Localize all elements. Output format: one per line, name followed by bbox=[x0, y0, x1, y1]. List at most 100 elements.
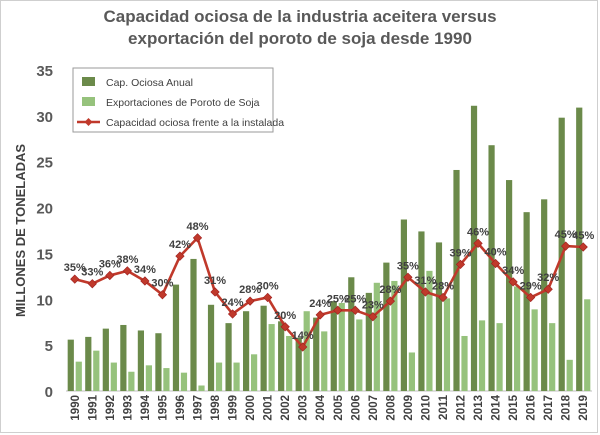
chart-title-line-1: Capacidad ociosa de la industria aceiter… bbox=[103, 7, 497, 26]
x-tick-label: 2013 bbox=[473, 395, 485, 421]
y-tick-label: 0 bbox=[45, 384, 53, 401]
y-tick-label: 30 bbox=[36, 109, 53, 126]
bar-cap-ociosa bbox=[330, 301, 337, 391]
line-point bbox=[70, 274, 80, 284]
y-tick-label: 5 bbox=[45, 338, 53, 355]
bar-exportaciones bbox=[338, 302, 345, 391]
x-tick-label: 1990 bbox=[70, 395, 82, 421]
bar-exportaciones bbox=[215, 362, 223, 391]
chart-title-line-2: exportación del poroto de soja desde 199… bbox=[128, 29, 472, 48]
bar-cap-ociosa bbox=[365, 292, 372, 391]
bar-exportaciones bbox=[93, 350, 100, 391]
x-tick-label: 2018 bbox=[561, 394, 573, 420]
bar-cap-ociosa bbox=[172, 284, 180, 391]
line-point bbox=[543, 284, 553, 294]
bar-exportaciones bbox=[321, 331, 328, 391]
bar-exportaciones bbox=[233, 362, 240, 391]
data-label: 30% bbox=[151, 278, 173, 290]
bar-exportaciones bbox=[496, 323, 503, 391]
data-label: 32% bbox=[537, 272, 559, 284]
bar-cap-ociosa bbox=[85, 336, 92, 391]
y-tick-label: 10 bbox=[36, 292, 53, 309]
bar-cap-ociosa bbox=[120, 324, 127, 391]
x-tick-label: 1994 bbox=[140, 394, 152, 420]
y-axis-title: MILLONES DE TONELADAS bbox=[13, 144, 28, 317]
data-label: 35% bbox=[397, 260, 419, 272]
bar-cap-ociosa bbox=[418, 231, 425, 391]
x-tick-label: 2000 bbox=[245, 395, 257, 421]
x-tick-label: 2011 bbox=[438, 394, 450, 420]
bar-exportaciones bbox=[391, 280, 398, 391]
data-label: 36% bbox=[99, 258, 121, 270]
bar-exportaciones bbox=[356, 319, 363, 391]
line-point bbox=[490, 258, 501, 269]
x-tick-label: 2017 bbox=[543, 395, 555, 421]
line-point bbox=[210, 287, 220, 297]
line-point bbox=[315, 310, 325, 320]
bar-cap-ociosa bbox=[506, 180, 513, 391]
x-tick-label: 1995 bbox=[157, 394, 169, 420]
x-tick-label: 1998 bbox=[210, 394, 222, 420]
data-label: 31% bbox=[204, 275, 226, 287]
bar-exportaciones bbox=[461, 335, 468, 391]
data-label: 42% bbox=[169, 239, 191, 251]
bar-exportaciones bbox=[180, 372, 188, 391]
bar-cap-ociosa bbox=[488, 145, 495, 391]
x-tick-label: 1999 bbox=[228, 395, 240, 421]
data-label: 40% bbox=[485, 247, 507, 259]
bar-cap-ociosa bbox=[260, 305, 267, 391]
line-point bbox=[192, 233, 203, 243]
legend-label: Capacidad ociosa frente a la instalada bbox=[106, 117, 284, 129]
y-tick-label: 25 bbox=[36, 155, 53, 172]
x-tick-label: 2016 bbox=[526, 395, 538, 421]
bar-exportaciones bbox=[303, 311, 310, 391]
data-label: 48% bbox=[186, 221, 208, 233]
bar-cap-ociosa bbox=[225, 323, 232, 391]
bar-exportaciones bbox=[443, 298, 451, 391]
x-tick-label: 2005 bbox=[333, 394, 345, 420]
line-point bbox=[455, 259, 466, 270]
bar-exportaciones bbox=[110, 362, 117, 391]
line-point bbox=[508, 277, 518, 287]
data-label: 33% bbox=[81, 267, 103, 279]
line-point bbox=[263, 292, 273, 303]
legend-swatch bbox=[82, 77, 95, 86]
line-point bbox=[87, 279, 97, 289]
bar-exportaciones bbox=[514, 286, 521, 391]
bar-cap-ociosa bbox=[541, 199, 548, 391]
y-tick-label: 35 bbox=[36, 63, 53, 80]
y-tick-label: 15 bbox=[36, 246, 53, 263]
line-point bbox=[420, 287, 431, 297]
legend-swatch-marker bbox=[84, 118, 93, 126]
y-tick-label: 20 bbox=[36, 201, 53, 218]
bar-cap-ociosa bbox=[295, 337, 302, 391]
data-label: 31% bbox=[414, 275, 436, 287]
data-label: 46% bbox=[467, 226, 489, 238]
bar-cap-ociosa bbox=[453, 169, 460, 391]
bar-exportaciones bbox=[163, 368, 170, 391]
line-point bbox=[245, 296, 255, 306]
data-label: 25% bbox=[327, 293, 349, 305]
x-tick-label: 2008 bbox=[385, 394, 397, 420]
bar-exportaciones bbox=[128, 371, 135, 391]
data-label: 24% bbox=[309, 298, 331, 310]
x-tick-label: 2007 bbox=[368, 395, 380, 421]
bar-cap-ociosa bbox=[155, 333, 162, 391]
bar-cap-ociosa bbox=[243, 311, 250, 391]
data-label: 29% bbox=[520, 280, 542, 292]
chart-title: Capacidad ociosa de la industria aceiter… bbox=[0, 6, 600, 50]
bar-exportaciones bbox=[198, 385, 205, 391]
bar-exportaciones bbox=[408, 352, 415, 391]
bar-cap-ociosa bbox=[137, 330, 144, 391]
data-label: 23% bbox=[362, 300, 384, 312]
bar-cap-ociosa bbox=[67, 339, 74, 391]
x-tick-label: 2003 bbox=[298, 395, 310, 421]
bar-exportaciones bbox=[566, 359, 573, 391]
line-point bbox=[368, 312, 378, 322]
line-capacidad-ociosa bbox=[74, 236, 584, 349]
x-tick-label: 1993 bbox=[122, 395, 134, 421]
line-point bbox=[403, 272, 413, 282]
line-point bbox=[157, 290, 168, 300]
bar-exportaciones bbox=[145, 365, 152, 391]
x-tick-label: 2006 bbox=[350, 395, 362, 421]
